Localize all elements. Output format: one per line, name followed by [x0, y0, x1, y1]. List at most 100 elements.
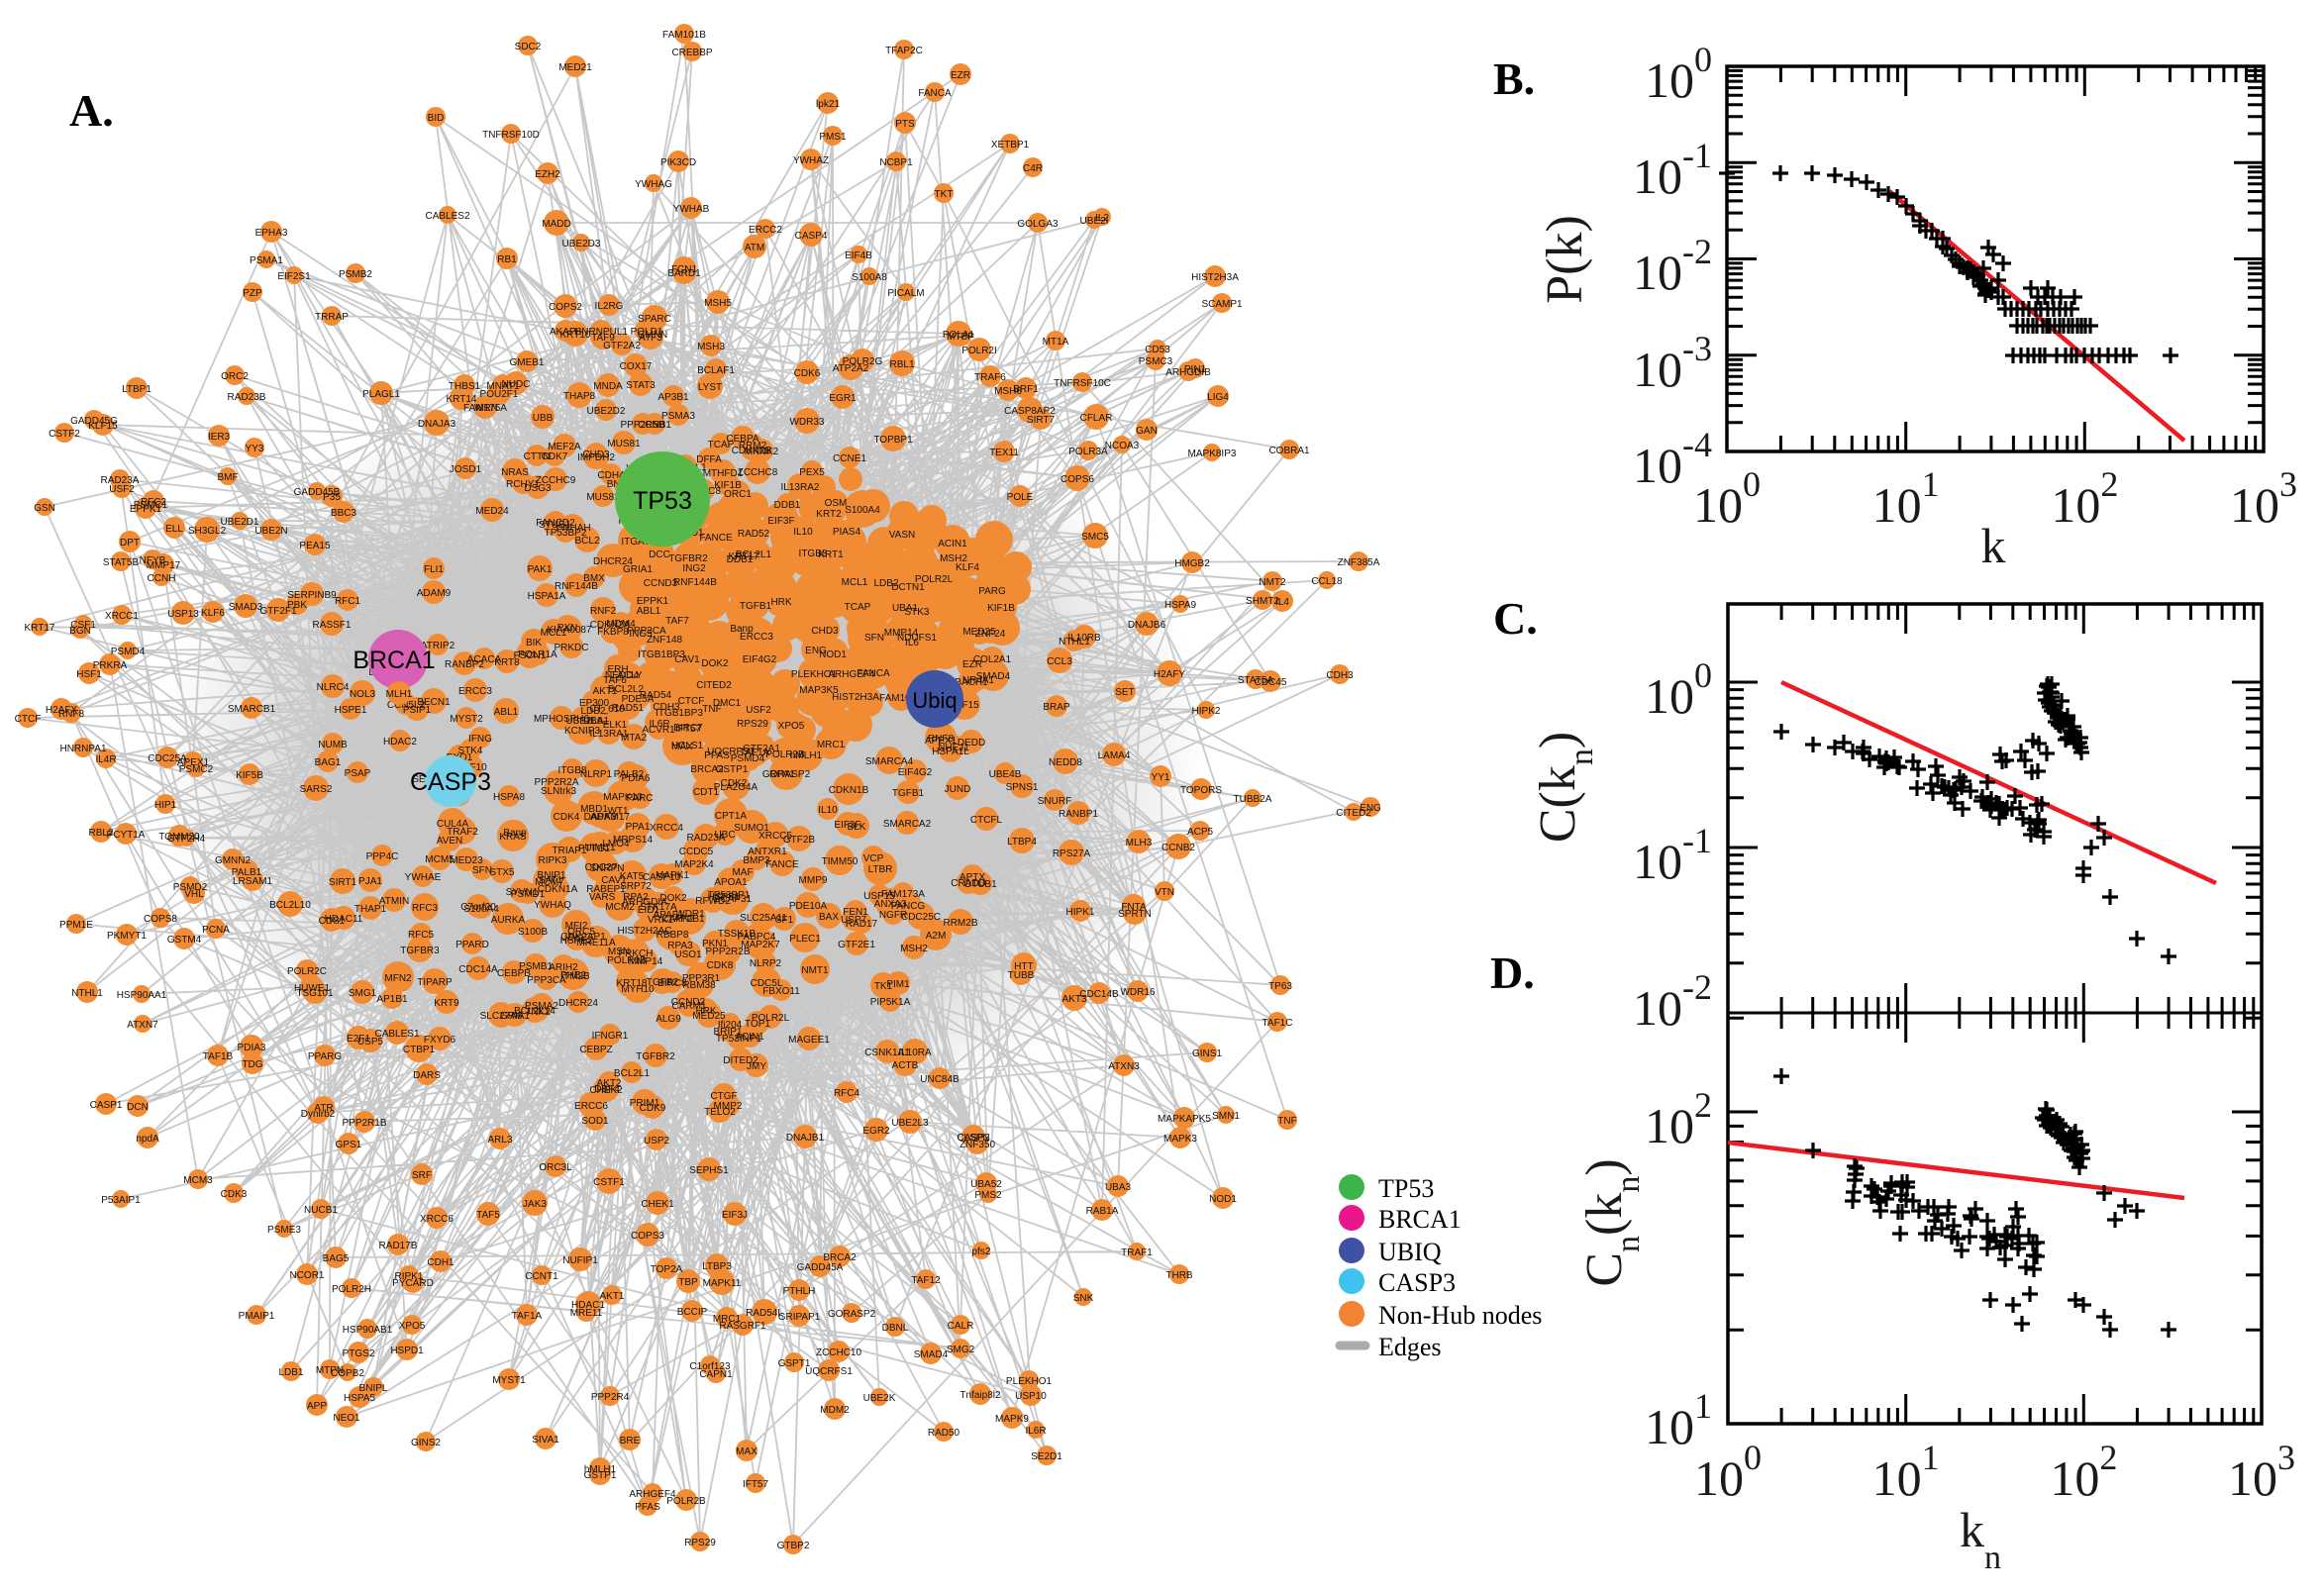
svg-text:HSPD1: HSPD1 — [390, 1346, 424, 1356]
svg-text:VARS: VARS — [589, 892, 616, 903]
svg-text:CCDC5: CCDC5 — [679, 847, 714, 857]
svg-text:NEO1: NEO1 — [333, 1413, 360, 1424]
svg-text:PABPC4: PABPC4 — [738, 932, 776, 943]
svg-text:SAT1: SAT1 — [539, 875, 563, 886]
svg-text:CT_610: CT_610 — [589, 704, 625, 715]
svg-text:STK4: STK4 — [457, 746, 482, 756]
svg-text:ATXN7: ATXN7 — [127, 1020, 158, 1031]
svg-text:HIST2H3A: HIST2H3A — [832, 692, 879, 703]
svg-text:UBE2K: UBE2K — [863, 1393, 896, 1404]
svg-text:CDK6: CDK6 — [794, 368, 821, 379]
svg-text:YWHAE: YWHAE — [405, 872, 442, 883]
svg-text:GADD45B: GADD45B — [294, 487, 341, 498]
svg-text:EZH2: EZH2 — [535, 169, 560, 180]
svg-text:POLR2I: POLR2I — [961, 346, 997, 356]
svg-text:CASP4: CASP4 — [795, 231, 828, 242]
svg-text:HRK: HRK — [770, 597, 791, 608]
svg-text:POLD1: POLD1 — [631, 327, 663, 338]
svg-text:CTBP1: CTBP1 — [403, 1045, 436, 1055]
svg-text:ERCC3: ERCC3 — [740, 632, 773, 643]
svg-text:D.: D. — [1490, 948, 1535, 998]
svg-text:MAPK11: MAPK11 — [703, 1278, 742, 1289]
svg-text:POLR2B: POLR2B — [666, 1496, 706, 1507]
svg-text:MAP2K4: MAP2K4 — [674, 859, 714, 870]
svg-text:BLK: BLK — [848, 822, 866, 833]
svg-text:CDH4: CDH4 — [597, 470, 625, 481]
svg-text:RBM38: RBM38 — [682, 980, 716, 991]
svg-text:MCM2: MCM2 — [605, 902, 635, 913]
svg-text:PSMC3: PSMC3 — [1139, 356, 1173, 367]
svg-text:UBE2D2: UBE2D2 — [587, 406, 626, 417]
svg-text:CABLES2: CABLES2 — [425, 211, 469, 222]
svg-text:RRM2B: RRM2B — [943, 918, 977, 929]
svg-text:TP53: TP53 — [633, 487, 692, 515]
svg-text:LRSAM1: LRSAM1 — [233, 876, 272, 887]
svg-text:ARHGDIA: ARHGDIA — [622, 897, 667, 908]
svg-text:ARIH2: ARIH2 — [549, 962, 578, 973]
svg-text:ALG9: ALG9 — [656, 1014, 681, 1025]
svg-text:ARHGEF4: ARHGEF4 — [828, 669, 875, 680]
svg-text:DAPK3: DAPK3 — [584, 812, 617, 823]
svg-text:npdA: npdA — [136, 1134, 159, 1145]
svg-text:POLR2L: POLR2L — [752, 1013, 790, 1024]
svg-text:BCAP31: BCAP31 — [714, 894, 753, 905]
svg-text:EGR2: EGR2 — [862, 1126, 890, 1137]
svg-text:TNK2: TNK2 — [525, 1007, 551, 1018]
svg-text:DBF4: DBF4 — [594, 1084, 620, 1095]
svg-text:BRIP1: BRIP1 — [714, 1027, 743, 1038]
svg-text:SOD1: SOD1 — [581, 1116, 609, 1127]
svg-text:FAM175A: FAM175A — [463, 403, 507, 414]
svg-text:DSG3: DSG3 — [524, 483, 552, 494]
svg-text:PEA15: PEA15 — [299, 541, 331, 551]
svg-text:RNF2: RNF2 — [590, 606, 617, 617]
svg-text:Non-Hub nodes: Non-Hub nodes — [1378, 1301, 1542, 1330]
svg-text:SERPINB9: SERPINB9 — [287, 590, 337, 601]
svg-text:GMNN2: GMNN2 — [215, 855, 252, 866]
svg-text:THBS1: THBS1 — [449, 381, 481, 392]
svg-text:BIK: BIK — [526, 638, 542, 648]
svg-text:TAF1A: TAF1A — [740, 748, 770, 758]
svg-text:CITED2: CITED2 — [696, 680, 732, 691]
svg-text:KIF5B: KIF5B — [236, 770, 263, 781]
svg-text:BNIP1: BNIP1 — [538, 870, 566, 881]
svg-text:NLRC4: NLRC4 — [317, 682, 350, 693]
svg-text:CDC27: CDC27 — [585, 862, 618, 873]
svg-text:TBP: TBP — [678, 1277, 698, 1288]
svg-text:CDK4: CDK4 — [554, 812, 580, 823]
svg-text:RPA1: RPA1 — [769, 769, 795, 780]
svg-text:COL2A1: COL2A1 — [973, 654, 1012, 665]
svg-text:MFN2: MFN2 — [384, 973, 412, 984]
svg-text:KRT9: KRT9 — [434, 998, 459, 1009]
svg-text:MED23: MED23 — [450, 855, 483, 866]
svg-text:GSTP1: GSTP1 — [584, 1470, 617, 1481]
svg-text:CEBPA: CEBPA — [726, 434, 758, 445]
svg-text:TIPARP: TIPARP — [417, 977, 453, 988]
svg-text:PCYT1A: PCYT1A — [107, 830, 146, 841]
svg-text:CDC25A: CDC25A — [148, 753, 187, 764]
svg-text:MED25: MED25 — [692, 1011, 726, 1022]
svg-text:VHL: VHL — [184, 889, 204, 900]
svg-text:DITED2: DITED2 — [723, 1055, 758, 1066]
svg-text:SMAD4: SMAD4 — [976, 671, 1011, 682]
svg-text:IL10RB: IL10RB — [1067, 633, 1101, 644]
svg-text:CFLAR: CFLAR — [1080, 413, 1113, 424]
svg-text:CHD3: CHD3 — [811, 626, 839, 637]
svg-text:TRIAP1: TRIAP1 — [552, 846, 586, 856]
svg-text:THAP1: THAP1 — [354, 904, 387, 915]
svg-text:ERH: ERH — [607, 664, 628, 675]
svg-text:UBA1: UBA1 — [892, 603, 919, 614]
svg-text:LTBP3: LTBP3 — [702, 1261, 732, 1272]
svg-text:SIRT1: SIRT1 — [329, 877, 357, 888]
svg-text:POLR2H: POLR2H — [332, 1284, 371, 1295]
svg-text:BECN1: BECN1 — [417, 697, 451, 708]
svg-text:PIN1: PIN1 — [1184, 364, 1207, 375]
svg-text:XPO5: XPO5 — [778, 721, 805, 732]
svg-text:EIF4B: EIF4B — [845, 250, 872, 261]
svg-text:BRAP: BRAP — [1043, 702, 1070, 713]
svg-text:HSP90AA1: HSP90AA1 — [117, 990, 167, 1001]
svg-text:OTUB1: OTUB1 — [963, 879, 997, 890]
svg-text:PDIA6: PDIA6 — [622, 773, 651, 784]
svg-text:ITGB1BP3: ITGB1BP3 — [656, 708, 703, 719]
svg-text:lpk21: lpk21 — [816, 99, 840, 110]
svg-text:ITGB8: ITGB8 — [799, 549, 828, 559]
